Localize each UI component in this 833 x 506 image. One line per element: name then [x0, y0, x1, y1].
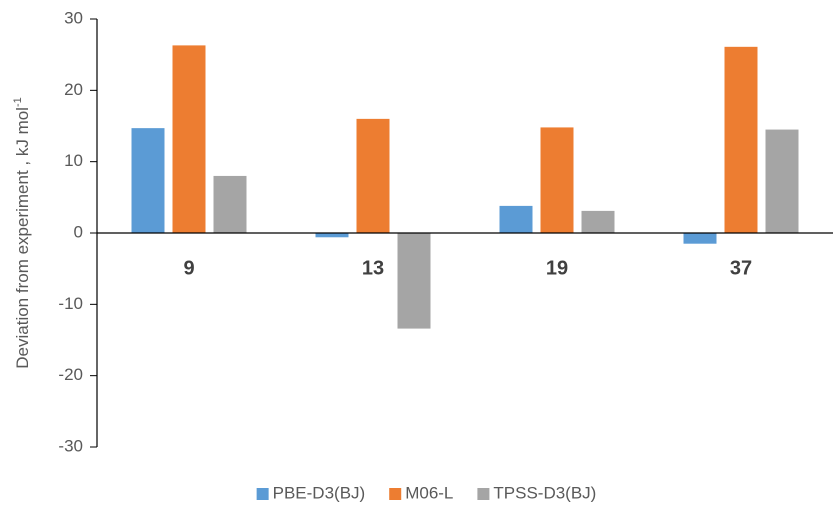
y-tick-label: 10: [64, 151, 83, 170]
y-axis-label-superscript: -1: [12, 97, 24, 107]
y-tick-label: 0: [74, 222, 83, 241]
y-tick-label: 20: [64, 80, 83, 99]
bar: [499, 205, 533, 233]
legend-swatch: [477, 488, 490, 500]
bar: [172, 45, 206, 233]
bar: [131, 128, 165, 233]
x-tick-label: 13: [362, 257, 384, 279]
y-tick-label: 30: [64, 8, 83, 27]
y-tick-label: -10: [58, 294, 83, 313]
y-axis-label-text: Deviation from experiment , kJ mol: [13, 107, 32, 369]
legend-label: PBE-D3(BJ): [273, 483, 366, 502]
legend-swatch: [256, 488, 269, 500]
bar: [683, 233, 717, 244]
y-axis-label: Deviation from experiment , kJ mol-1: [12, 97, 33, 368]
bar: [356, 118, 390, 233]
bar: [765, 129, 799, 233]
x-tick-label: 19: [546, 257, 568, 279]
x-tick-label: 9: [183, 257, 194, 279]
bar: [581, 210, 615, 233]
bar: [397, 233, 431, 329]
bar: [213, 175, 247, 233]
legend-swatch: [389, 488, 402, 500]
y-tick-label: -20: [58, 365, 83, 384]
legend-label: TPSS-D3(BJ): [493, 483, 596, 502]
bar: [315, 233, 349, 238]
legend-label: M06-L: [405, 483, 453, 502]
y-tick-label: -30: [58, 436, 83, 455]
x-tick-label: 37: [730, 257, 752, 279]
bar: [724, 46, 758, 233]
bar: [540, 127, 574, 233]
